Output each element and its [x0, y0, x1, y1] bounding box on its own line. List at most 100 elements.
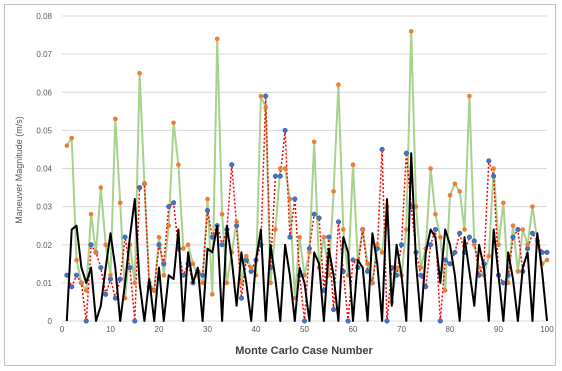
x-tick-label: 60 — [349, 325, 358, 334]
y-tick-label: 0.04 — [36, 165, 52, 174]
series-1-point — [282, 166, 288, 171]
series-1-point — [244, 253, 249, 259]
series-1-point — [137, 70, 142, 76]
series-1-point — [486, 253, 492, 259]
series-2-point — [287, 234, 293, 240]
series-1-point — [438, 234, 443, 240]
series-2-point — [345, 318, 351, 324]
series-1-point — [408, 28, 414, 34]
x-tick-label: 70 — [397, 325, 406, 334]
series-2-point — [98, 265, 104, 271]
series-2-point — [204, 207, 211, 213]
series-2-point — [331, 307, 337, 313]
series-1-point — [156, 234, 162, 240]
series-1-point — [350, 162, 356, 167]
series-2-point — [544, 249, 550, 255]
y-tick-label: 0.03 — [36, 203, 52, 212]
series-2-point — [515, 226, 521, 233]
series-2-point — [282, 127, 288, 133]
series-1-point — [413, 204, 419, 209]
series-1-point — [428, 166, 433, 171]
series-1-point — [98, 185, 104, 190]
series-1-point — [132, 280, 138, 286]
series-2-point — [365, 268, 371, 274]
y-tick-label: 0.05 — [36, 126, 52, 135]
series-2-point — [219, 242, 225, 248]
series-1-point — [311, 139, 317, 145]
series-1-point — [457, 189, 463, 194]
x-tick-label: 20 — [155, 325, 164, 334]
series-2-point — [301, 318, 308, 324]
series-1-point — [525, 242, 530, 248]
x-tick-label: 100 — [540, 325, 554, 334]
series-1-point — [496, 242, 501, 248]
series-1-point — [190, 261, 196, 267]
series-2-point — [311, 211, 317, 217]
series-1-point — [69, 135, 74, 141]
series-1-point — [224, 280, 230, 286]
series-2-point — [529, 230, 536, 236]
series-1-point — [219, 211, 225, 217]
series-1-point — [234, 219, 239, 225]
series-1-point — [268, 280, 273, 286]
series-2-point — [132, 318, 138, 324]
x-tick-label: 10 — [106, 325, 115, 334]
x-tick-label: 90 — [494, 325, 503, 334]
series-1-point — [530, 204, 535, 209]
series-1-point — [297, 234, 302, 240]
series-1-point — [205, 196, 210, 202]
series-1-point — [287, 196, 293, 202]
series-1-point — [171, 120, 176, 126]
series-2-point — [166, 204, 172, 210]
series-2-point — [457, 230, 463, 236]
series-2-point — [437, 318, 443, 324]
series-1-point — [161, 272, 167, 278]
series-2-point — [510, 234, 516, 240]
series-1-point — [404, 227, 409, 232]
series-1-point — [418, 265, 424, 270]
series-2-point — [88, 242, 94, 248]
series-2-point — [103, 291, 109, 297]
series-2-line — [66, 95, 547, 322]
series-1-point — [64, 143, 70, 148]
series-1-point — [510, 223, 516, 228]
series-2-point — [350, 257, 356, 263]
series-2-point — [277, 173, 283, 179]
series-1-point — [263, 105, 269, 110]
series-2-point — [447, 261, 453, 267]
series-1-point — [239, 280, 244, 286]
y-tick-label: 0.01 — [36, 279, 52, 288]
series-layer — [64, 28, 550, 324]
series-2-point — [117, 276, 123, 282]
x-tick-label: 0 — [60, 325, 65, 334]
series-1-point — [307, 250, 312, 255]
series-2-point — [452, 249, 458, 255]
series-1-point — [210, 292, 215, 297]
series-1-point — [462, 227, 467, 232]
series-1-point — [200, 280, 205, 286]
x-tick-label: 80 — [446, 325, 455, 334]
series-1-point — [180, 246, 186, 251]
series-1-point — [248, 265, 254, 270]
series-2-point — [486, 158, 492, 164]
series-2-point — [292, 196, 298, 202]
series-1-point — [93, 250, 99, 255]
series-2-point — [384, 318, 390, 324]
series-2-point — [263, 93, 269, 99]
series-2-point — [238, 295, 244, 301]
series-2-point — [335, 219, 342, 225]
series-1-line — [65, 30, 548, 303]
series-3-line — [65, 152, 548, 322]
series-1-point — [467, 93, 472, 99]
x-tick-label: 50 — [300, 325, 309, 334]
series-2-point — [316, 215, 322, 221]
series-2-point — [74, 272, 80, 278]
series-2-point — [379, 146, 385, 152]
series-1-point — [151, 288, 157, 293]
series-1-point — [365, 261, 370, 267]
x-tick-labels: 0 10 20 30 40 50 60 70 80 90 100 — [60, 325, 554, 334]
series-1-point — [452, 181, 458, 187]
series-1-point — [491, 166, 496, 171]
series-2-point — [69, 284, 75, 290]
